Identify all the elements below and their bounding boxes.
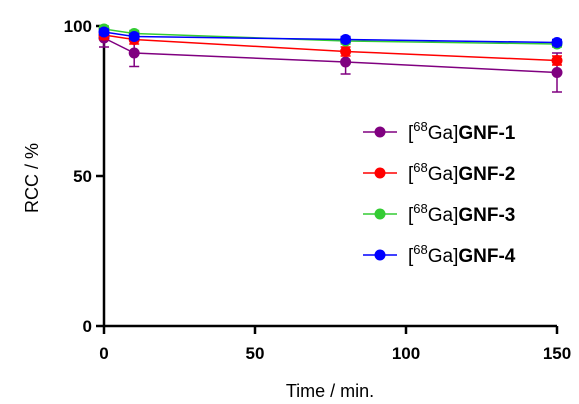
x-tick-label: 0 xyxy=(99,344,108,363)
series-line xyxy=(103,31,558,44)
legend-label-isotope: 68 xyxy=(413,201,427,216)
legend-label: [68Ga]GNF-2 xyxy=(408,160,515,185)
legend-label-isotope: 68 xyxy=(413,242,427,257)
x-axis-title: Time / min. xyxy=(286,381,374,401)
legend-label-bracket: [ xyxy=(408,164,414,185)
legend-label-compound: GNF-2 xyxy=(458,164,515,185)
legend-label-element: Ga] xyxy=(428,205,459,226)
data-point xyxy=(551,67,563,78)
data-point xyxy=(340,56,352,68)
x-tick-label: 100 xyxy=(392,344,420,363)
legend-marker xyxy=(374,167,386,179)
data-point xyxy=(128,47,140,59)
legend-entry-1: [68Ga]GNF-1 xyxy=(363,119,516,144)
legend-label-element: Ga] xyxy=(428,246,459,267)
y-tick-label: 0 xyxy=(83,317,92,336)
legend-entry-2: [68Ga]GNF-2 xyxy=(363,160,515,185)
data-point xyxy=(551,37,563,48)
legend-label-isotope: 68 xyxy=(413,119,427,134)
legend: [68Ga]GNF-1[68Ga]GNF-2[68Ga]GNF-3[68Ga]G… xyxy=(363,119,516,267)
data-point xyxy=(340,34,352,45)
series-layer xyxy=(98,23,563,93)
legend-marker xyxy=(374,126,386,138)
legend-label: [68Ga]GNF-3 xyxy=(408,201,515,226)
legend-label-compound: GNF-3 xyxy=(458,205,515,226)
data-point xyxy=(98,26,110,38)
legend-label: [68Ga]GNF-4 xyxy=(408,242,516,267)
legend-marker xyxy=(374,208,386,220)
legend-label-element: Ga] xyxy=(428,123,459,144)
legend-label-isotope: 68 xyxy=(413,160,427,175)
legend-entry-3: [68Ga]GNF-3 xyxy=(363,201,515,226)
legend-entry-4: [68Ga]GNF-4 xyxy=(363,242,516,267)
data-point xyxy=(340,46,352,57)
y-tick-label: 100 xyxy=(64,17,92,36)
legend-label-element: Ga] xyxy=(428,164,459,185)
x-tick-label: 150 xyxy=(543,344,571,363)
legend-label-bracket: [ xyxy=(408,205,414,226)
legend-marker xyxy=(374,249,386,261)
legend-label: [68Ga]GNF-1 xyxy=(408,119,516,144)
y-axis-title: RCC / % xyxy=(22,143,42,213)
data-point xyxy=(551,55,563,66)
y-tick-label: 50 xyxy=(73,167,92,186)
series-4 xyxy=(98,26,563,48)
series-line xyxy=(103,34,558,62)
axes: 0 50 100 150 0 50 100 xyxy=(64,17,572,363)
legend-label-compound: GNF-4 xyxy=(458,246,515,267)
legend-label-compound: GNF-1 xyxy=(458,123,515,144)
data-point xyxy=(128,31,140,42)
legend-label-bracket: [ xyxy=(408,123,414,144)
x-tick-label: 50 xyxy=(246,344,265,363)
series-1 xyxy=(98,28,563,93)
series-line xyxy=(103,37,558,74)
legend-label-bracket: [ xyxy=(408,246,414,267)
